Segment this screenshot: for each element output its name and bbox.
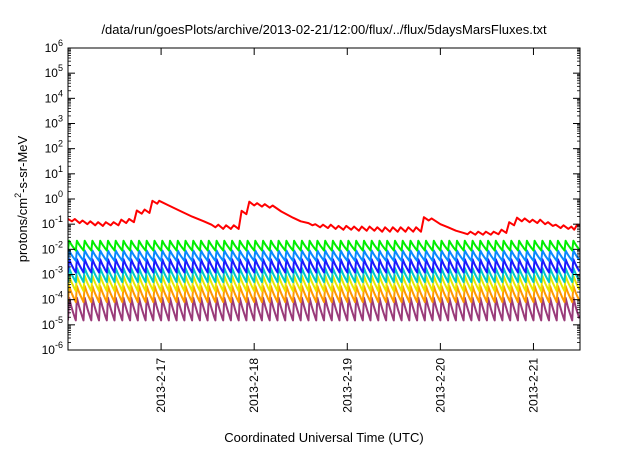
x-axis: 2013-2-17 2013-2-18 2013-2-19 2013-2-20 2013… [154, 48, 540, 413]
y-tick-label: 106 [45, 38, 63, 55]
x-tick-label: 2013-2-20 [433, 358, 447, 413]
y-tick-label: 105 [45, 63, 63, 80]
y-tick-label: 10-4 [42, 290, 63, 307]
y-tick-label: 104 [45, 88, 63, 105]
y-tick-label: 103 [45, 114, 63, 131]
x-tick-label: 2013-2-21 [526, 358, 540, 413]
series-line-4 [68, 267, 580, 284]
series-line-5 [68, 274, 580, 292]
y-tick-label: 10-6 [42, 340, 63, 357]
series-line-3 [68, 258, 580, 274]
x-tick-label: 2013-2-19 [340, 358, 354, 413]
series-line-7 [68, 296, 580, 322]
y-tick-label: 102 [45, 139, 63, 156]
y-tick-label: 10-3 [42, 265, 63, 282]
chart-title: /data/run/goesPlots/archive/2013-02-21/1… [101, 22, 547, 37]
y-axis-label-prefix: protons/cm [15, 198, 30, 262]
y-axis-label-superscript: 2 [13, 193, 23, 198]
y-tick-label: 10-1 [42, 214, 63, 231]
y-axis-label-suffix: -s-sr-MeV [15, 135, 30, 192]
y-tick-label: 10-2 [42, 239, 63, 256]
plot-lines [68, 199, 580, 322]
y-axis: 10-6 10-5 10-4 10-3 10-2 10-1 100 101 102 103 104 1… [42, 38, 580, 357]
x-tick-label: 2013-2-18 [247, 358, 261, 413]
series-line-6 [68, 285, 580, 304]
y-axis-label: protons/cm2-s-sr-MeV [13, 135, 30, 262]
y-tick-label: 10-5 [42, 315, 63, 332]
series-line-0 [68, 199, 580, 236]
x-tick-label: 2013-2-17 [154, 358, 168, 413]
y-tick-label: 100 [45, 189, 63, 206]
series-line-2 [68, 249, 580, 262]
y-tick-label: 101 [45, 164, 63, 181]
x-axis-label: Coordinated Universal Time (UTC) [224, 430, 423, 445]
series-line-1 [68, 239, 580, 252]
